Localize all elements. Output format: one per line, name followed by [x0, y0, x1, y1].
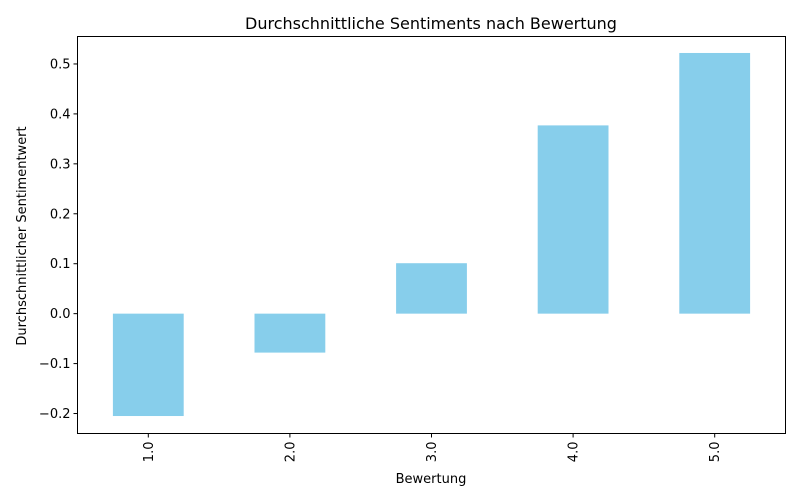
y-tick-label: 0.2: [50, 207, 71, 222]
y-tick-label: 0.5: [50, 57, 71, 72]
bar-5.0: [679, 53, 750, 314]
y-axis-ticks: −0.2 −0.1 0.0 0.1 0.2 0.3 0.4 0.5: [39, 57, 78, 422]
y-tick-label: 0.0: [50, 307, 71, 322]
x-axis-ticks: 1.0 2.0 3.0 4.0 5.0: [142, 434, 723, 463]
bars-group: [113, 53, 750, 416]
bar-1.0: [113, 314, 184, 416]
y-tick-label: −0.2: [39, 407, 71, 422]
x-tick-label: 3.0: [425, 442, 440, 463]
y-tick-label: 0.4: [50, 107, 71, 122]
bar-3.0: [396, 263, 467, 313]
bar-2.0: [255, 314, 326, 353]
x-tick-label: 4.0: [567, 442, 582, 463]
y-tick-label: 0.3: [50, 157, 71, 172]
y-tick-label: −0.1: [39, 357, 71, 372]
x-tick-label: 1.0: [142, 442, 157, 463]
x-tick-label: 5.0: [708, 442, 723, 463]
x-axis-label: Bewertung: [396, 472, 467, 487]
chart-title: Durchschnittliche Sentiments nach Bewert…: [245, 14, 617, 33]
y-tick-label: 0.1: [50, 257, 71, 272]
bar-4.0: [538, 125, 609, 313]
x-tick-label: 2.0: [283, 442, 298, 463]
y-axis-label: Durchschnittlicher Sentimentwert: [15, 126, 30, 345]
